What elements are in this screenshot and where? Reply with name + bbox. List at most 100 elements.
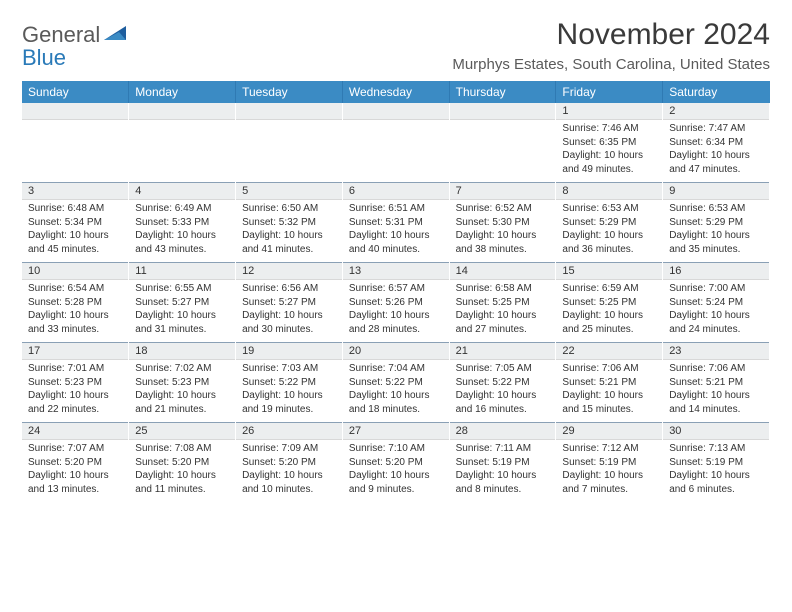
sunset-line: Sunset: 5:27 PM	[135, 296, 229, 310]
day-body: Sunrise: 7:01 AMSunset: 5:23 PMDaylight:…	[22, 360, 128, 422]
sunset-line: Sunset: 5:22 PM	[456, 376, 550, 390]
logo-text-block: General Blue	[22, 24, 100, 71]
day-number: 1	[556, 103, 662, 120]
day-number: 11	[129, 263, 235, 280]
day-number: 27	[343, 423, 449, 440]
sunset-line: Sunset: 5:30 PM	[456, 216, 550, 230]
day-cell: Sunrise: 6:49 AMSunset: 5:33 PMDaylight:…	[129, 200, 236, 263]
sunrise-line: Sunrise: 6:56 AM	[242, 282, 336, 296]
sunrise-line: Sunrise: 7:02 AM	[135, 362, 229, 376]
day-body	[22, 120, 128, 176]
day-cell-header	[342, 103, 449, 120]
sunrise-line: Sunrise: 6:53 AM	[562, 202, 656, 216]
day-cell: Sunrise: 6:51 AMSunset: 5:31 PMDaylight:…	[342, 200, 449, 263]
daylight-line: Daylight: 10 hours and 33 minutes.	[28, 309, 122, 336]
day-cell-header: 9	[663, 183, 770, 201]
day-cell-header: 24	[22, 423, 129, 441]
day-body: Sunrise: 7:08 AMSunset: 5:20 PMDaylight:…	[129, 440, 235, 502]
day-number	[236, 103, 342, 120]
sunset-line: Sunset: 5:20 PM	[135, 456, 229, 470]
day-header: Wednesday	[342, 81, 449, 103]
day-number: 4	[129, 183, 235, 200]
day-cell: Sunrise: 6:57 AMSunset: 5:26 PMDaylight:…	[342, 280, 449, 343]
day-cell-header: 22	[556, 343, 663, 361]
day-cell: Sunrise: 6:58 AMSunset: 5:25 PMDaylight:…	[449, 280, 556, 343]
day-cell-header: 4	[129, 183, 236, 201]
sunset-line: Sunset: 5:21 PM	[562, 376, 656, 390]
day-body: Sunrise: 7:11 AMSunset: 5:19 PMDaylight:…	[450, 440, 556, 502]
day-body	[450, 120, 556, 176]
logo-word2: Blue	[22, 45, 100, 71]
day-number: 30	[663, 423, 769, 440]
day-number: 22	[556, 343, 662, 360]
sunrise-line: Sunrise: 7:00 AM	[669, 282, 763, 296]
day-cell-header: 7	[449, 183, 556, 201]
day-number	[450, 103, 556, 120]
day-number	[129, 103, 235, 120]
day-number: 24	[22, 423, 128, 440]
logo-triangle-icon	[104, 26, 130, 49]
day-body: Sunrise: 7:47 AMSunset: 6:34 PMDaylight:…	[663, 120, 769, 182]
calendar-header-row: SundayMondayTuesdayWednesdayThursdayFrid…	[22, 81, 770, 103]
sunset-line: Sunset: 5:23 PM	[28, 376, 122, 390]
daylight-line: Daylight: 10 hours and 21 minutes.	[135, 389, 229, 416]
day-cell: Sunrise: 7:11 AMSunset: 5:19 PMDaylight:…	[449, 440, 556, 502]
daylight-line: Daylight: 10 hours and 28 minutes.	[349, 309, 443, 336]
day-cell-header: 19	[236, 343, 343, 361]
day-cell	[129, 120, 236, 183]
week-body-row: Sunrise: 6:54 AMSunset: 5:28 PMDaylight:…	[22, 280, 770, 343]
day-cell: Sunrise: 7:02 AMSunset: 5:23 PMDaylight:…	[129, 360, 236, 423]
day-body: Sunrise: 7:00 AMSunset: 5:24 PMDaylight:…	[663, 280, 769, 342]
day-body: Sunrise: 6:55 AMSunset: 5:27 PMDaylight:…	[129, 280, 235, 342]
day-cell-header: 1	[556, 103, 663, 120]
sunset-line: Sunset: 6:34 PM	[669, 136, 763, 150]
day-cell-header: 18	[129, 343, 236, 361]
day-body: Sunrise: 6:56 AMSunset: 5:27 PMDaylight:…	[236, 280, 342, 342]
logo-word1: General	[22, 22, 100, 47]
day-cell: Sunrise: 7:06 AMSunset: 5:21 PMDaylight:…	[663, 360, 770, 423]
day-cell-header: 2	[663, 103, 770, 120]
sunset-line: Sunset: 5:19 PM	[562, 456, 656, 470]
day-number: 23	[663, 343, 769, 360]
daylight-line: Daylight: 10 hours and 47 minutes.	[669, 149, 763, 176]
week-body-row: Sunrise: 7:07 AMSunset: 5:20 PMDaylight:…	[22, 440, 770, 502]
day-number: 17	[22, 343, 128, 360]
sunrise-line: Sunrise: 7:03 AM	[242, 362, 336, 376]
sunset-line: Sunset: 5:19 PM	[456, 456, 550, 470]
daylight-line: Daylight: 10 hours and 27 minutes.	[456, 309, 550, 336]
day-body: Sunrise: 7:04 AMSunset: 5:22 PMDaylight:…	[343, 360, 449, 422]
daylight-line: Daylight: 10 hours and 14 minutes.	[669, 389, 763, 416]
day-number: 26	[236, 423, 342, 440]
daylight-line: Daylight: 10 hours and 31 minutes.	[135, 309, 229, 336]
day-header: Sunday	[22, 81, 129, 103]
daylight-line: Daylight: 10 hours and 13 minutes.	[28, 469, 122, 496]
day-body: Sunrise: 7:12 AMSunset: 5:19 PMDaylight:…	[556, 440, 662, 502]
day-body	[343, 120, 449, 176]
daylight-line: Daylight: 10 hours and 8 minutes.	[456, 469, 550, 496]
day-body: Sunrise: 7:03 AMSunset: 5:22 PMDaylight:…	[236, 360, 342, 422]
day-number: 14	[450, 263, 556, 280]
day-cell: Sunrise: 7:46 AMSunset: 6:35 PMDaylight:…	[556, 120, 663, 183]
sunset-line: Sunset: 6:35 PM	[562, 136, 656, 150]
day-body: Sunrise: 6:51 AMSunset: 5:31 PMDaylight:…	[343, 200, 449, 262]
sunset-line: Sunset: 5:29 PM	[562, 216, 656, 230]
sunrise-line: Sunrise: 7:04 AM	[349, 362, 443, 376]
sunrise-line: Sunrise: 6:55 AM	[135, 282, 229, 296]
day-cell-header: 17	[22, 343, 129, 361]
daylight-line: Daylight: 10 hours and 30 minutes.	[242, 309, 336, 336]
day-cell-header: 25	[129, 423, 236, 441]
sunset-line: Sunset: 5:20 PM	[349, 456, 443, 470]
sunset-line: Sunset: 5:23 PM	[135, 376, 229, 390]
sunrise-line: Sunrise: 7:06 AM	[669, 362, 763, 376]
sunrise-line: Sunrise: 7:05 AM	[456, 362, 550, 376]
daylight-line: Daylight: 10 hours and 19 minutes.	[242, 389, 336, 416]
day-number: 12	[236, 263, 342, 280]
day-body: Sunrise: 6:53 AMSunset: 5:29 PMDaylight:…	[556, 200, 662, 262]
day-body: Sunrise: 7:13 AMSunset: 5:19 PMDaylight:…	[663, 440, 769, 502]
day-body	[129, 120, 235, 176]
sunrise-line: Sunrise: 7:10 AM	[349, 442, 443, 456]
day-number: 19	[236, 343, 342, 360]
day-cell: Sunrise: 6:50 AMSunset: 5:32 PMDaylight:…	[236, 200, 343, 263]
sunrise-line: Sunrise: 6:52 AM	[456, 202, 550, 216]
day-cell-header	[22, 103, 129, 120]
